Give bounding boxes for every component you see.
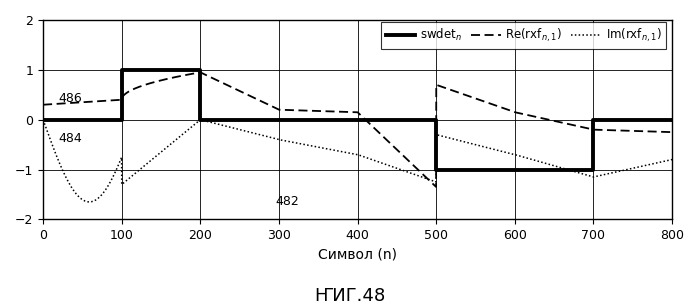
Legend: swdet$_n$, Re(rxf$_{n,1}$), Im(rxf$_{n,1}$): swdet$_n$, Re(rxf$_{n,1}$), Im(rxf$_{n,1… (381, 22, 666, 49)
X-axis label: Символ (n): Символ (n) (318, 248, 397, 262)
Text: ҤИГ.48: ҤИГ.48 (314, 287, 385, 304)
Text: 486: 486 (59, 92, 82, 105)
Text: 484: 484 (59, 132, 82, 145)
Text: 482: 482 (275, 195, 298, 209)
